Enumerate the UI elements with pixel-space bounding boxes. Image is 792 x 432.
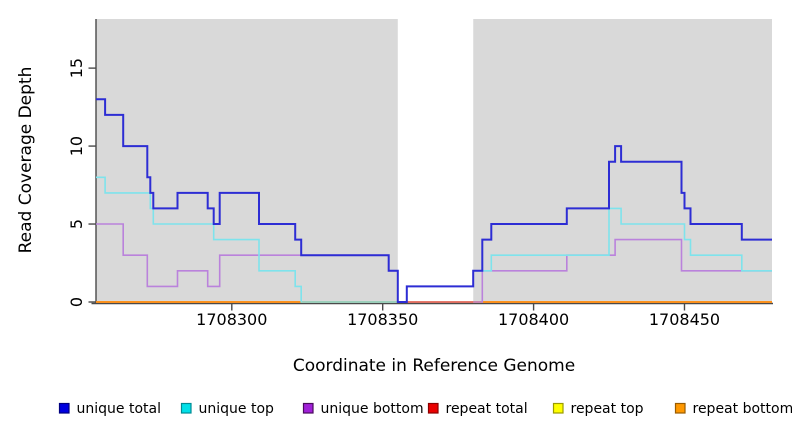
x-tick-label: 1708400 [498, 310, 569, 329]
legend-swatch-repeat-total [427, 402, 439, 414]
panel-layer [96, 19, 772, 302]
masked-region [397, 19, 474, 302]
legend-swatch-repeat-top [552, 402, 564, 414]
legend-label-unique-bottom: unique bottom [321, 401, 424, 417]
series-line-unique-top [473, 207, 772, 272]
y-tick-label: 5 [67, 219, 86, 229]
legend-swatch-unique-total [58, 402, 70, 414]
y-axis-title: Read Coverage Depth [16, 67, 36, 254]
legend-swatch-repeat-bottom [674, 402, 686, 414]
legend-label-unique-total: unique total [77, 401, 161, 417]
y-tick-label: 15 [67, 58, 86, 78]
x-axis-title: Coordinate in Reference Genome [293, 356, 575, 376]
series-line-unique-top [96, 176, 398, 303]
y-tick-label: 0 [67, 297, 86, 307]
legend-label-repeat-total: repeat total [446, 401, 528, 417]
x-tick-label: 1708300 [196, 310, 267, 329]
legend: unique total unique top unique bottom repea… [58, 401, 792, 417]
x-tick-label: 1708350 [347, 310, 418, 329]
legend-swatch-unique-bottom [302, 402, 314, 414]
legend-label-repeat-bottom: repeat bottom [693, 401, 792, 417]
legend-label-repeat-top: repeat top [571, 401, 644, 417]
axis-layer: 0 5 10 15 1708300 1708350 1708400 1708450 [67, 19, 773, 329]
legend-swatch-unique-top [180, 402, 192, 414]
y-tick-label: 10 [67, 136, 86, 156]
label-layer: Read Coverage Depth Coordinate in Refere… [16, 67, 575, 376]
legend-label-unique-top: unique top [199, 401, 275, 417]
series-layer [96, 98, 772, 303]
x-tick-label: 1708450 [649, 310, 720, 329]
series-line-unique-total [96, 98, 772, 303]
